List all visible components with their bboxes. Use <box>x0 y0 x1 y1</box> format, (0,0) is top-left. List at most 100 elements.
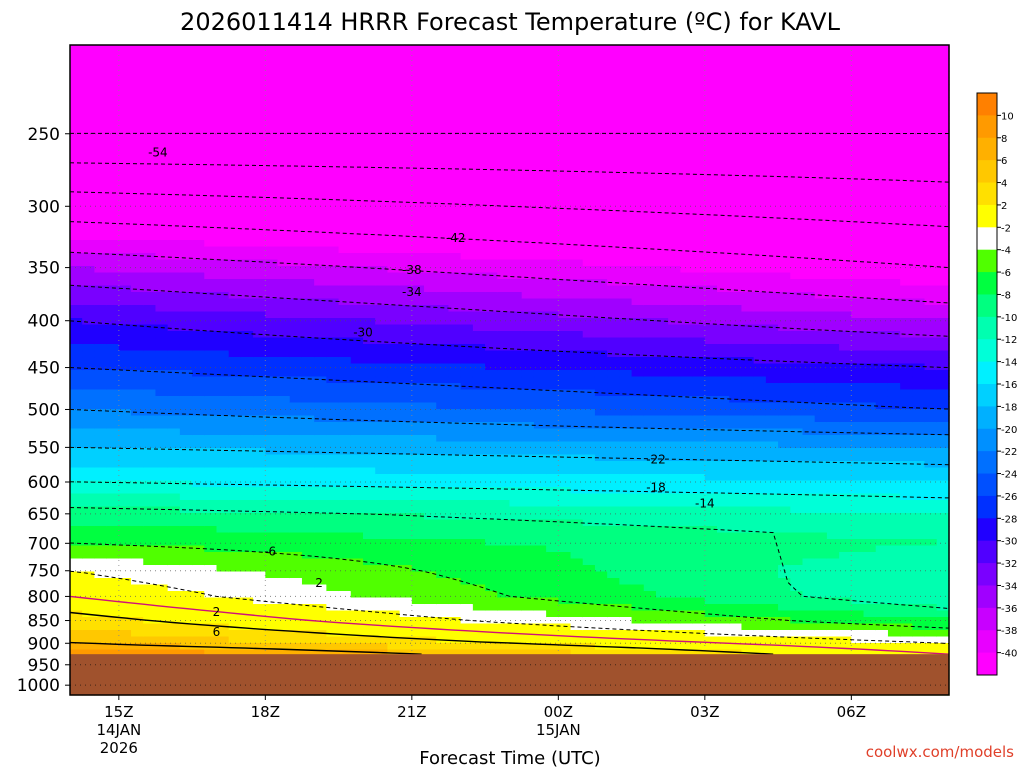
temperature-cell <box>131 649 144 657</box>
temperature-cell <box>436 376 450 384</box>
temperature-cell <box>228 558 242 566</box>
temperature-cell <box>289 285 303 293</box>
temperature-cell <box>82 571 96 579</box>
temperature-cell <box>558 363 572 371</box>
temperature-cell <box>363 194 376 202</box>
temperature-cell <box>558 630 572 638</box>
temperature-cell <box>546 461 559 469</box>
temperature-cell <box>350 604 364 612</box>
temperature-cell <box>143 181 157 189</box>
temperature-cell <box>582 311 596 319</box>
temperature-cell <box>594 97 608 105</box>
temperature-cell <box>179 552 193 560</box>
temperature-cell <box>643 97 657 105</box>
temperature-cell <box>509 571 523 579</box>
temperature-cell <box>228 448 242 456</box>
temperature-cell <box>411 168 425 176</box>
temperature-cell <box>82 331 96 339</box>
temperature-cell <box>143 58 157 66</box>
temperature-cell <box>82 77 96 85</box>
temperature-cell <box>253 155 266 163</box>
temperature-cell <box>631 409 645 417</box>
temperature-cell <box>424 311 437 319</box>
temperature-cell <box>131 539 144 547</box>
temperature-cell <box>277 331 291 339</box>
temperature-cell <box>497 194 511 202</box>
temperature-cell <box>350 201 364 209</box>
temperature-cell <box>424 584 437 592</box>
temperature-cell <box>265 227 279 235</box>
temperature-cell <box>399 305 413 313</box>
temperature-cell <box>497 103 511 111</box>
temperature-cell <box>424 292 437 300</box>
temperature-cell <box>424 558 437 566</box>
temperature-cell <box>106 168 120 176</box>
temperature-cell <box>94 584 108 592</box>
temperature-cell <box>265 617 279 625</box>
temperature-cell <box>631 383 645 391</box>
temperature-cell <box>277 376 291 384</box>
temperature-cell <box>70 454 83 462</box>
temperature-cell <box>668 363 682 371</box>
temperature-cell <box>277 480 291 488</box>
temperature-cell <box>301 389 315 397</box>
temperature-cell <box>424 402 437 410</box>
temperature-cell <box>350 272 364 280</box>
temperature-cell <box>533 77 547 85</box>
temperature-cell <box>570 591 584 599</box>
temperature-cell <box>301 428 315 436</box>
temperature-cell <box>228 45 242 53</box>
temperature-cell <box>216 285 230 293</box>
temperature-cell <box>607 259 620 267</box>
temperature-cell <box>533 435 547 443</box>
temperature-cell <box>314 389 327 397</box>
temperature-cell <box>240 103 254 111</box>
temperature-cell <box>546 181 559 189</box>
temperature-cell <box>143 123 157 131</box>
temperature-cell <box>314 422 327 430</box>
temperature-cell <box>643 188 657 196</box>
temperature-cell <box>82 272 96 280</box>
temperature-cell <box>399 123 413 131</box>
temperature-cell <box>192 532 205 540</box>
temperature-cell <box>167 214 181 222</box>
temperature-cell <box>363 428 376 436</box>
temperature-cell <box>363 324 376 332</box>
temperature-cell <box>204 519 218 527</box>
temperature-cell <box>289 604 303 612</box>
temperature-cell <box>570 311 584 319</box>
temperature-cell <box>521 584 535 592</box>
temperature-cell <box>106 623 120 631</box>
temperature-cell <box>546 610 559 618</box>
temperature-cell <box>582 51 596 59</box>
temperature-cell <box>350 292 364 300</box>
temperature-cell <box>533 136 547 144</box>
temperature-cell <box>155 584 169 592</box>
temperature-cell <box>448 376 462 384</box>
temperature-cell <box>338 623 352 631</box>
temperature-cell <box>521 344 535 352</box>
temperature-cell <box>387 630 401 638</box>
temperature-cell <box>533 51 547 59</box>
temperature-cell <box>533 220 547 228</box>
temperature-cell <box>338 610 352 618</box>
temperature-cell <box>94 526 108 534</box>
temperature-cell <box>399 272 413 280</box>
temperature-cell <box>656 311 669 319</box>
temperature-cell <box>546 64 559 72</box>
temperature-cell <box>363 292 376 300</box>
temperature-cell <box>472 201 486 209</box>
temperature-cell <box>155 305 169 313</box>
temperature-cell <box>301 513 315 521</box>
temperature-cell <box>668 97 682 105</box>
temperature-cell <box>106 259 120 267</box>
temperature-cell <box>289 149 303 157</box>
temperature-cell <box>424 246 437 254</box>
temperature-cell <box>301 545 315 553</box>
temperature-cell <box>301 214 315 222</box>
temperature-cell <box>131 337 144 345</box>
temperature-cell <box>350 227 364 235</box>
temperature-cell <box>399 344 413 352</box>
temperature-cell <box>228 376 242 384</box>
temperature-cell <box>338 649 352 657</box>
